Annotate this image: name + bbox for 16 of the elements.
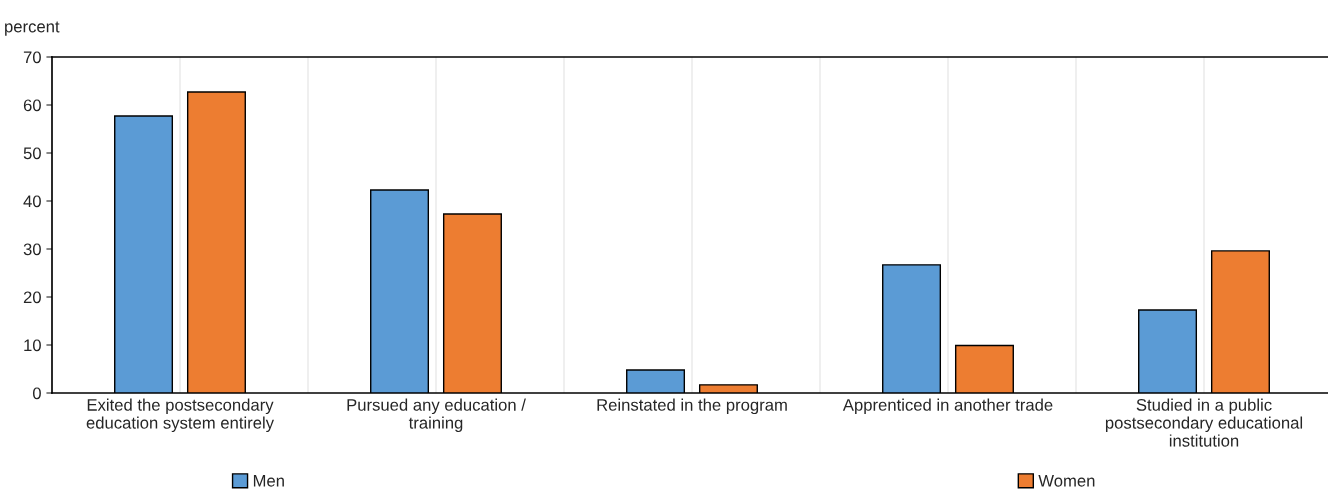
- y-tick-label: 0: [32, 387, 41, 400]
- legend-label: Women: [1038, 475, 1095, 487]
- y-tick-label: 70: [23, 51, 41, 64]
- y-tick-label: 10: [24, 339, 41, 352]
- x-tick-label: Studied in a public postsecondary educational institution: [1105, 398, 1303, 447]
- x-tick-label: Reinstated in the program: [597, 398, 787, 415]
- y-tick-label: 30: [23, 243, 41, 256]
- y-tick-label: 50: [23, 147, 41, 160]
- y-tick-label: 20: [23, 291, 41, 304]
- x-tick-label: Pursued any education / training: [347, 398, 526, 433]
- x-tick-label: Exited the postsecondary education system entirely: [86, 398, 274, 433]
- legend-label: Men: [253, 475, 284, 487]
- y-tick-label: 60: [23, 99, 41, 112]
- x-tick-label: Apprenticed in another trade: [842, 398, 1053, 415]
- y-axis-title: percent: [5, 21, 60, 36]
- y-tick-label: 40: [23, 195, 41, 208]
